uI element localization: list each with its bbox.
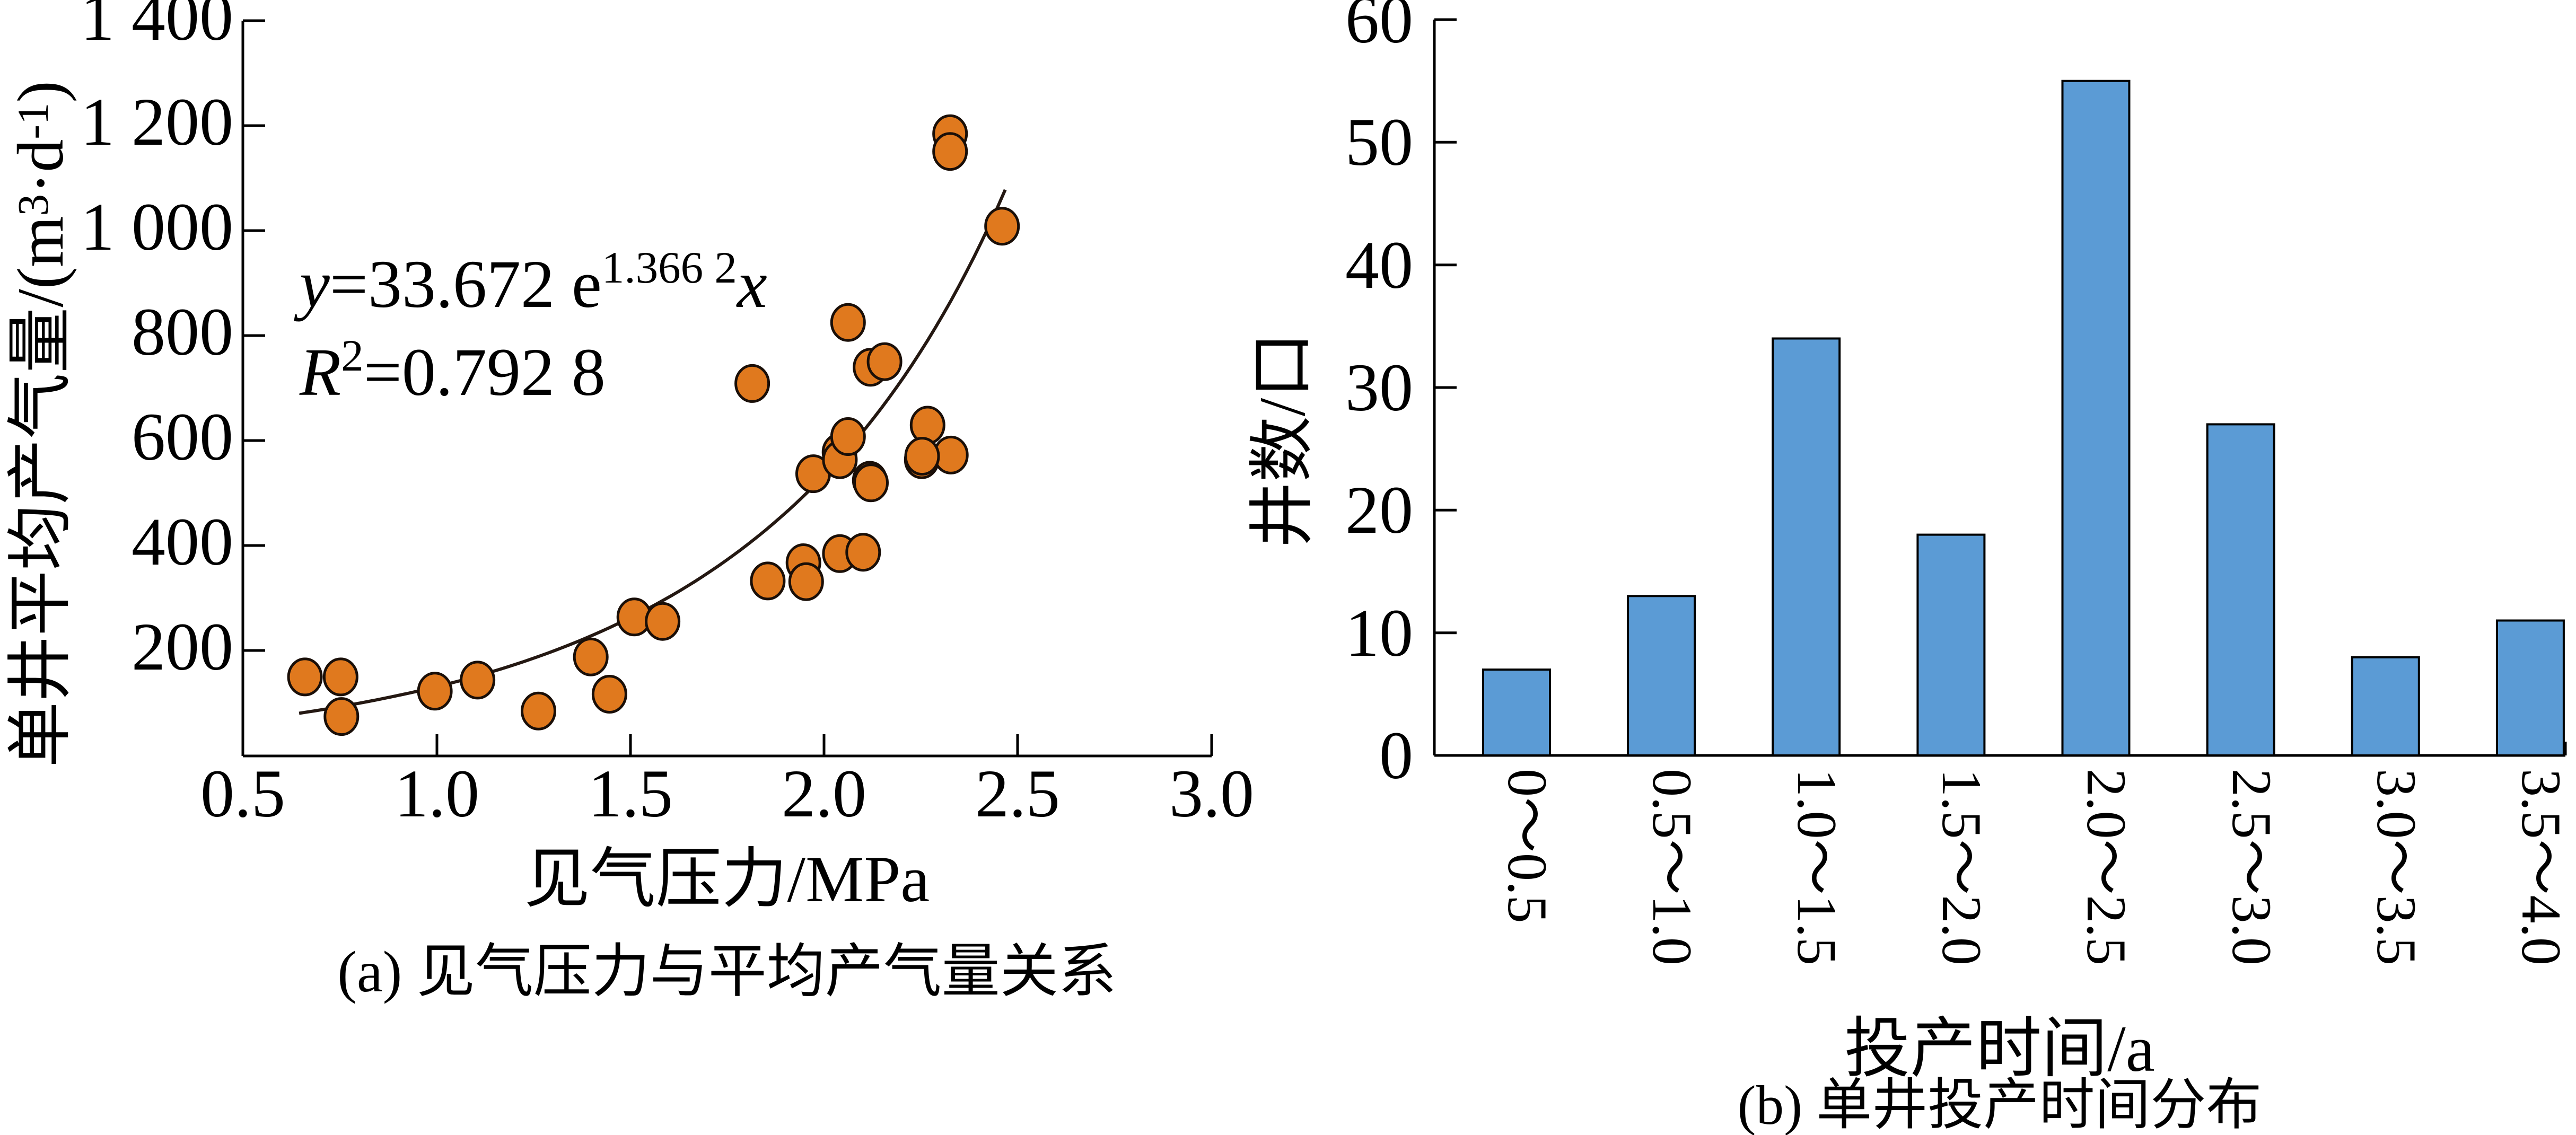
svg-text:1 200: 1 200 (81, 84, 233, 160)
svg-text:3.5〜4.0: 3.5〜4.0 (2510, 769, 2572, 965)
svg-text:0: 0 (1379, 718, 1413, 793)
svg-text:10: 10 (1345, 595, 1413, 671)
svg-text:(b) 单井投产时间分布: (b) 单井投产时间分布 (1738, 1074, 2262, 1135)
svg-text:1 400: 1 400 (81, 0, 233, 55)
svg-text:1.5〜2.0: 1.5〜2.0 (1931, 769, 1993, 965)
svg-text:0〜0.5: 0〜0.5 (1496, 769, 1558, 923)
svg-text:200: 200 (132, 609, 233, 684)
svg-text:0.5〜1.0: 0.5〜1.0 (1641, 769, 1703, 965)
svg-text:800: 800 (132, 294, 233, 369)
svg-text:2.0: 2.0 (782, 756, 866, 831)
svg-text:(a) 见气压力与平均产气量关系: (a) 见气压力与平均产气量关系 (337, 939, 1117, 1004)
svg-text:井数/口: 井数/口 (1246, 332, 1319, 548)
svg-text:600: 600 (132, 399, 233, 474)
svg-text:400: 400 (132, 504, 233, 579)
svg-text:20: 20 (1345, 472, 1413, 548)
svg-text:3.0: 3.0 (1169, 756, 1254, 831)
svg-text:见气压力/MPa: 见气压力/MPa (524, 843, 930, 916)
svg-text:1.0: 1.0 (395, 756, 479, 831)
svg-text:2.0〜2.5: 2.0〜2.5 (2075, 769, 2137, 965)
svg-text:3.0〜3.5: 3.0〜3.5 (2365, 769, 2428, 965)
svg-text:1.5: 1.5 (588, 756, 673, 831)
svg-text:40: 40 (1345, 227, 1413, 303)
svg-text:1 000: 1 000 (81, 189, 233, 265)
svg-text:30: 30 (1345, 350, 1413, 425)
svg-text:0.5: 0.5 (200, 756, 285, 831)
svg-text:2.5〜3.0: 2.5〜3.0 (2221, 769, 2283, 965)
svg-text:1.0〜1.5: 1.0〜1.5 (1786, 769, 1848, 965)
svg-text:2.5: 2.5 (975, 756, 1060, 831)
svg-text:60: 60 (1345, 0, 1413, 57)
svg-text:50: 50 (1345, 104, 1413, 180)
svg-text:单井平均产气量/(m3·d-1): 单井平均产气量/(m3·d-1) (4, 81, 77, 767)
